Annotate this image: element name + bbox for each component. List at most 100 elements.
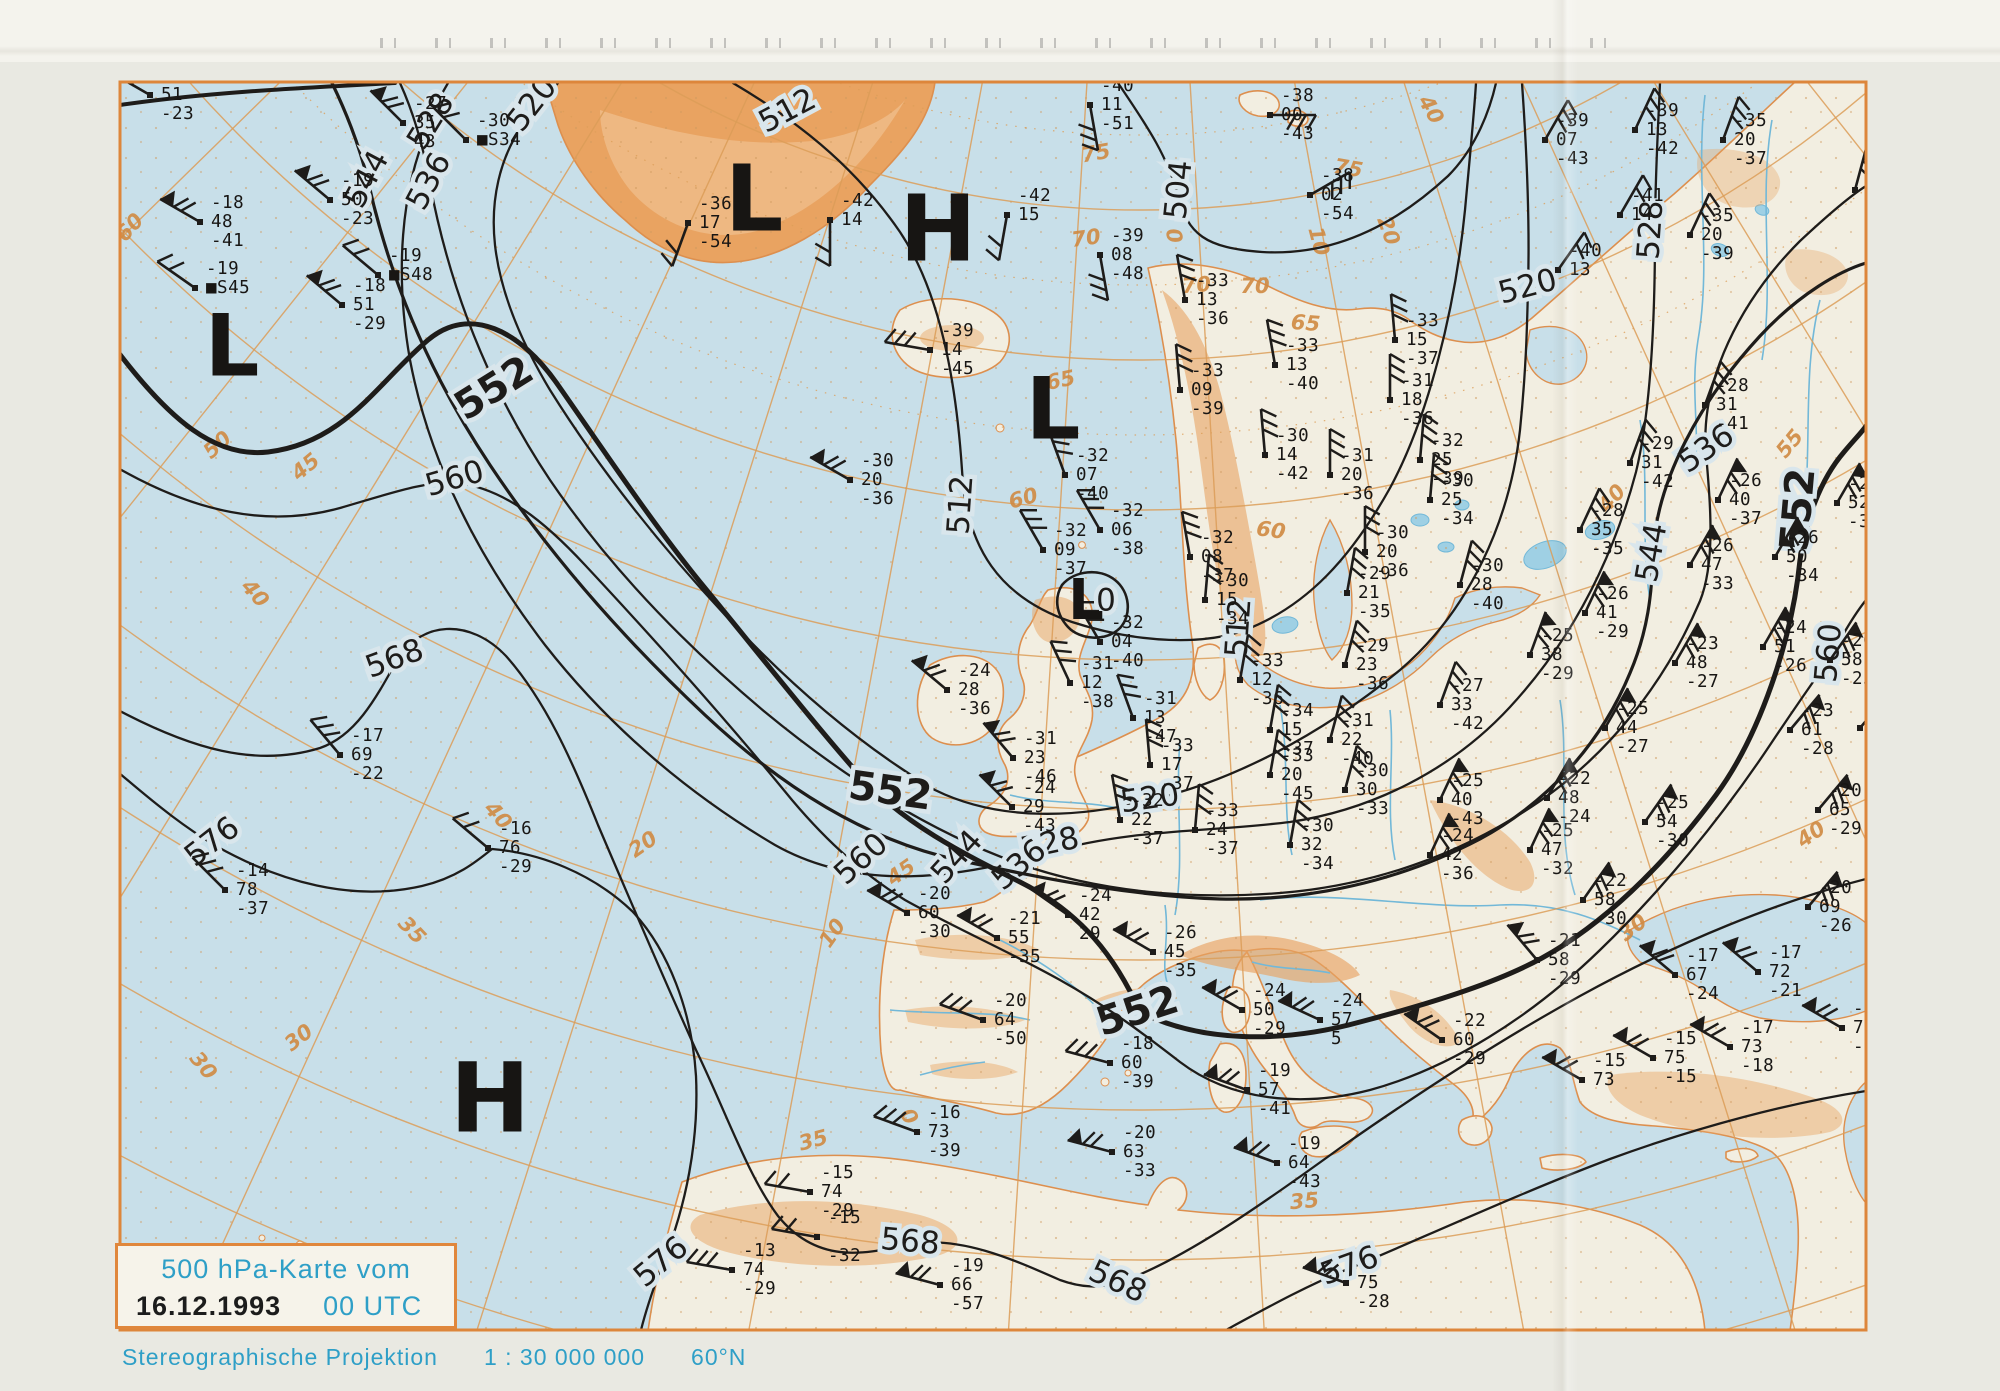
station-value: 17 [1161, 755, 1183, 775]
station-value: 55 [1008, 928, 1030, 948]
station-value: 76 [499, 838, 521, 858]
station-value: -19 [1288, 1134, 1321, 1154]
station-value: -29 [1541, 664, 1574, 684]
graticule-label: 75 [1332, 154, 1365, 183]
station-value: -28 [1591, 501, 1624, 521]
graticule-label: 60 [1255, 516, 1287, 544]
station-value: 21 [1358, 583, 1380, 603]
station-value: 13 [1196, 290, 1218, 310]
station-value: -22 [1558, 769, 1591, 789]
station-value: 31 [1641, 453, 1663, 473]
station-value: 23 [1356, 655, 1378, 675]
station-value: -30 [1594, 909, 1627, 929]
station-value: -30 [1356, 761, 1389, 781]
station-value: -42 [841, 191, 874, 211]
station-value: -29 [499, 857, 532, 877]
station-value: 64 [994, 1010, 1016, 1030]
station-value: -20 [1819, 878, 1852, 898]
station-value: 72 [1769, 962, 1791, 982]
station-value: -54 [1321, 204, 1354, 224]
station-value: -43 [1288, 1172, 1321, 1192]
isohypse [120, 772, 698, 1330]
station-value: -43 [1281, 124, 1314, 144]
station-value: -40 [1111, 651, 1144, 671]
station-value: -20 [1829, 781, 1862, 801]
station-value: -36 [1196, 309, 1229, 329]
station-value: 78 [236, 880, 258, 900]
station-value: 09 [1191, 380, 1213, 400]
station-value: 13 [1569, 260, 1591, 280]
station-value: -20 [1841, 631, 1874, 651]
station-value: -26 [1774, 656, 1807, 676]
station-value: 13 [1286, 355, 1308, 375]
station-value: -32 [1111, 501, 1144, 521]
isohypse [120, 82, 397, 107]
station-value: -26 [1819, 916, 1852, 936]
station-value: 15 [1406, 330, 1428, 350]
station-value: -27 [414, 94, 447, 114]
station-value: 15 [1281, 720, 1303, 740]
station-value: 54 [1656, 812, 1678, 832]
legend-title: 500 hPa-Karte vom [161, 1254, 411, 1284]
station-value: -40 [1101, 76, 1134, 96]
station-value: -21 [1769, 981, 1802, 1001]
station-value: -29 [743, 1279, 776, 1299]
isohypse [492, 82, 1530, 815]
station-value: ■S34 [477, 130, 521, 150]
station-value: -38 [1111, 539, 1144, 559]
station-value: 41 [1596, 603, 1618, 623]
station-value: -33 [1123, 1161, 1156, 1181]
station-value: 63 [1123, 1142, 1145, 1162]
station-value: -24 [1253, 981, 1286, 1001]
map-caption: Stereographische Projektion 1 : 30 000 00… [122, 1344, 792, 1371]
station-value: -37 [1406, 349, 1439, 369]
station-value: 14 [1631, 205, 1653, 225]
station-value: -15 [1593, 1051, 1626, 1071]
station-value: -26 [1596, 584, 1629, 604]
station-value: 06 [1111, 520, 1133, 540]
station-value: -47 [1144, 727, 1177, 747]
station-value: -40 [1076, 484, 1109, 504]
station-value: -39 [1646, 101, 1679, 121]
station-value: ■S45 [206, 278, 250, 298]
station-value: -29 [1356, 636, 1389, 656]
station-value: 50 [1253, 1000, 1275, 1020]
station-value: -21 [1008, 909, 1041, 929]
station-value: -27 [1686, 672, 1719, 692]
station-value: -18 [211, 193, 244, 213]
station-value: 76 [1853, 1018, 1875, 1038]
margin-tick-marks [380, 38, 1630, 48]
isohypse [1224, 1089, 1866, 1330]
station-value: -32 [1541, 859, 1574, 879]
station-value: -36 [1376, 561, 1409, 581]
station-value: 12 [1081, 673, 1103, 693]
station-value: -37 [1729, 509, 1762, 529]
map-frame [118, 80, 1868, 1332]
station-value: -37 [1206, 839, 1239, 859]
station-value: 38 [1541, 645, 1563, 665]
station-value: 64 [1288, 1153, 1310, 1173]
station-value: 42 [1079, 905, 1101, 925]
station-value: 69 [1819, 897, 1841, 917]
station-value: 14 [841, 210, 863, 230]
station-value: 00 [1281, 105, 1303, 125]
station-value: -23 [1801, 701, 1834, 721]
graticule-label: 35 [1289, 1188, 1320, 1214]
